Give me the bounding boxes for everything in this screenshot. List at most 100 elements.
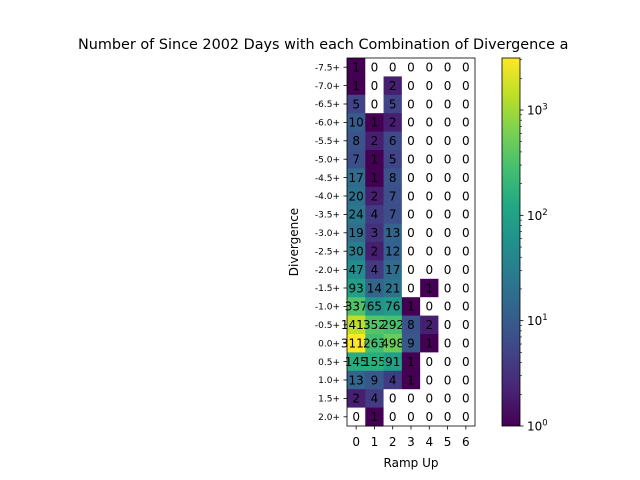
cell-value-label: 0 <box>407 97 415 111</box>
heatmap-cell <box>401 407 421 427</box>
heatmap-cell <box>456 150 476 169</box>
cell-value-label: 1 <box>371 410 379 424</box>
cell-value-label: 0 <box>389 61 397 75</box>
cell-value-label: 0 <box>407 61 415 75</box>
cell-value-label: 0 <box>407 79 415 93</box>
cell-value-label: 145 <box>345 355 368 369</box>
y-tick-label: -2.5+ <box>315 247 340 257</box>
colorbar-tick-label: 101 <box>527 313 548 328</box>
heatmap-cell <box>383 352 403 372</box>
heatmap-cell <box>420 94 439 114</box>
heatmap-cell <box>420 260 439 280</box>
heatmap-cell <box>420 131 439 151</box>
cell-value-label: 7 <box>389 189 397 203</box>
y-tick-label: 2.0+ <box>318 413 340 423</box>
heatmap-cell <box>438 223 458 243</box>
heatmap-cell <box>347 334 366 353</box>
heatmap-cell <box>456 168 476 188</box>
heatmap-cell <box>365 205 384 224</box>
heatmap-cell <box>438 113 458 132</box>
cell-value-label: 0 <box>444 392 452 406</box>
cell-value-label: 13 <box>349 373 364 387</box>
cell-value-label: 17 <box>385 263 400 277</box>
heatmap-cell <box>401 242 421 261</box>
cell-value-label: 0 <box>407 245 415 259</box>
heatmap-cell <box>456 205 476 224</box>
cell-value-label: 0 <box>462 337 470 351</box>
cell-value-label: 65 <box>367 300 382 314</box>
cell-value-label: 0 <box>444 300 452 314</box>
heatmap-cell <box>401 315 421 335</box>
cell-value-label: 47 <box>349 263 364 277</box>
heatmap-cell <box>383 76 403 96</box>
heatmap-cell <box>347 407 366 427</box>
heatmap-cell <box>456 278 476 298</box>
heatmap-cell <box>347 131 366 151</box>
heatmap-cell <box>456 315 476 335</box>
cell-value-label: 0 <box>462 153 470 167</box>
heatmap-cell <box>456 370 476 390</box>
heatmap-cells: 1 0 0 0 0 0 01 0 2 0 0 0 05 0 5 0 0 0 010 1 2 0 0 0 08 2 6 0 0 0 07 1 5 0… <box>341 58 476 427</box>
colorbar-tick-label: 102 <box>527 208 548 223</box>
heatmap-cell <box>401 223 421 243</box>
cell-value-label: 1 <box>371 153 379 167</box>
cell-value-label: 10 <box>349 116 364 130</box>
cell-value-label: 0 <box>444 79 452 93</box>
cell-value-label: 0 <box>444 208 452 222</box>
cell-value-label: 12 <box>385 245 400 259</box>
cell-value-label: 2 <box>389 79 397 93</box>
cell-value-label: 0 <box>425 134 433 148</box>
cell-value-label: 155 <box>363 355 386 369</box>
cell-value-label: 0 <box>444 263 452 277</box>
cell-value-label: 1 <box>371 171 379 185</box>
cell-value-label: 0 <box>444 134 452 148</box>
heatmap-cell <box>420 389 439 408</box>
heatmap-cell <box>365 131 384 151</box>
cell-value-label: 0 <box>425 189 433 203</box>
cell-value-label: 0 <box>425 355 433 369</box>
cell-value-label: 7 <box>352 153 360 167</box>
heatmap-cell <box>438 150 458 169</box>
cell-value-label: 8 <box>407 318 415 332</box>
cell-value-label: 0 <box>389 410 397 424</box>
y-tick-label: 1.5+ <box>318 395 340 405</box>
heatmap-cell <box>456 389 476 408</box>
cell-value-label: 3116 <box>341 337 372 351</box>
cell-value-label: 2 <box>371 134 379 148</box>
y-tick-label: 0.5+ <box>318 358 340 368</box>
heatmap-cell <box>438 205 458 224</box>
cell-value-label: 0 <box>425 373 433 387</box>
cell-value-label: 0 <box>425 208 433 222</box>
heatmap-cell <box>401 205 421 224</box>
heatmap-cell <box>365 150 384 169</box>
y-tick-label: -0.5+ <box>315 321 340 331</box>
cell-value-label: 0 <box>462 355 470 369</box>
cell-value-label: 0 <box>462 208 470 222</box>
heatmap-cell <box>438 94 458 114</box>
cell-value-label: 0 <box>389 392 397 406</box>
cell-value-label: 0 <box>352 410 360 424</box>
heatmap-cell <box>365 223 384 243</box>
cell-value-label: 0 <box>425 226 433 240</box>
y-tick-label: -7.0+ <box>315 82 340 92</box>
heatmap-cell <box>420 334 439 353</box>
cell-value-label: 1 <box>352 61 360 75</box>
heatmap-cell <box>401 94 421 114</box>
cell-value-label: 0 <box>444 171 452 185</box>
heatmap-cell <box>456 297 476 316</box>
heatmap-cell <box>383 315 403 335</box>
x-tick-label: 3 <box>407 435 415 449</box>
heatmap-cell <box>383 278 403 298</box>
cell-value-label: 0 <box>462 300 470 314</box>
cell-value-label: 1413 <box>341 318 372 332</box>
x-tick-label: 6 <box>462 435 470 449</box>
cell-value-label: 0 <box>407 281 415 295</box>
y-tick-label: -7.5+ <box>315 63 340 73</box>
heatmap-cell <box>383 113 403 132</box>
y-tick-label: -1.5+ <box>315 284 340 294</box>
cell-value-label: 91 <box>385 355 400 369</box>
heatmap-cell <box>383 242 403 261</box>
x-axis-label: Ramp Up <box>384 456 439 470</box>
heatmap-cell <box>347 113 366 132</box>
